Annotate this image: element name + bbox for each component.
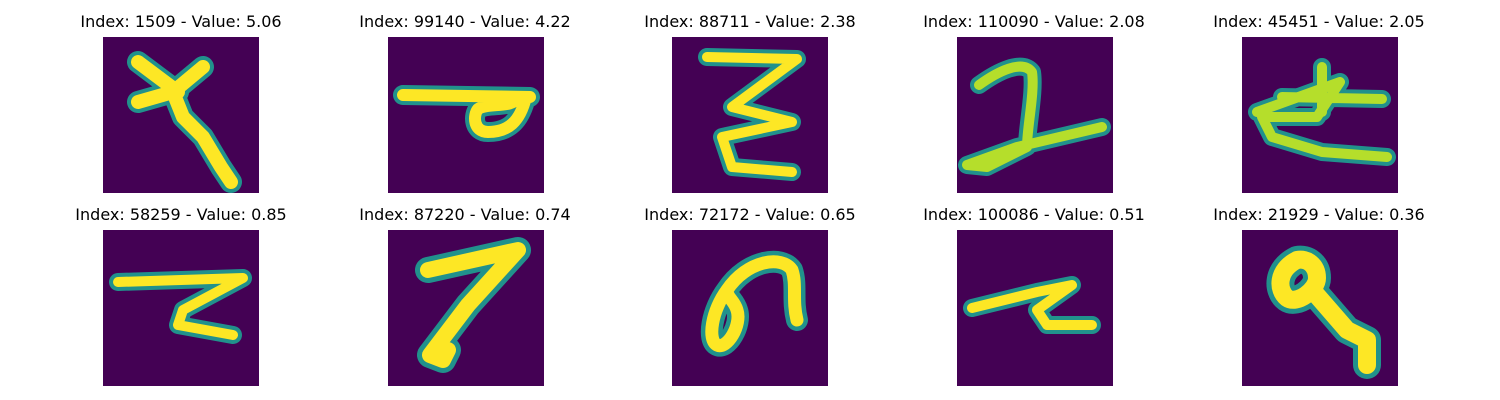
panel-title: Index: 72172 - Value: 0.65 (644, 205, 856, 224)
seven-like-glyph (415, 237, 531, 373)
triangle-cross-glyph (1248, 58, 1396, 166)
panel-title: Index: 99140 - Value: 4.22 (359, 12, 571, 31)
image-panel (103, 37, 259, 193)
image-panel (1242, 230, 1398, 386)
image-panel (957, 230, 1113, 386)
z-shape-glyph (109, 269, 252, 344)
panel-title: Index: 87220 - Value: 0.74 (359, 205, 571, 224)
key-shape-glyph (1266, 245, 1381, 379)
loop-curve-glyph (700, 250, 808, 357)
panel-title: Index: 58259 - Value: 0.85 (75, 205, 287, 224)
panel-title: Index: 21929 - Value: 0.36 (1213, 205, 1425, 224)
panel-title: Index: 45451 - Value: 2.05 (1213, 12, 1425, 31)
image-panel (388, 37, 544, 193)
image-panel (1242, 37, 1398, 193)
image-panel (103, 230, 259, 386)
bar-loop-glyph (393, 85, 540, 142)
image-panel (672, 37, 828, 193)
image-panel (388, 230, 544, 386)
zigzag-glyph (698, 48, 806, 181)
panel-title: Index: 100086 - Value: 0.51 (923, 205, 1145, 224)
z-shape-small-glyph (963, 276, 1101, 334)
panel-title: Index: 110090 - Value: 2.08 (923, 12, 1145, 31)
panel-title: Index: 88711 - Value: 2.38 (644, 12, 856, 31)
image-panel (957, 37, 1113, 193)
two-like-glyph (958, 57, 1111, 176)
panel-title: Index: 1509 - Value: 5.06 (80, 12, 282, 31)
cross-hook-glyph (127, 51, 242, 193)
image-panel (672, 230, 828, 386)
